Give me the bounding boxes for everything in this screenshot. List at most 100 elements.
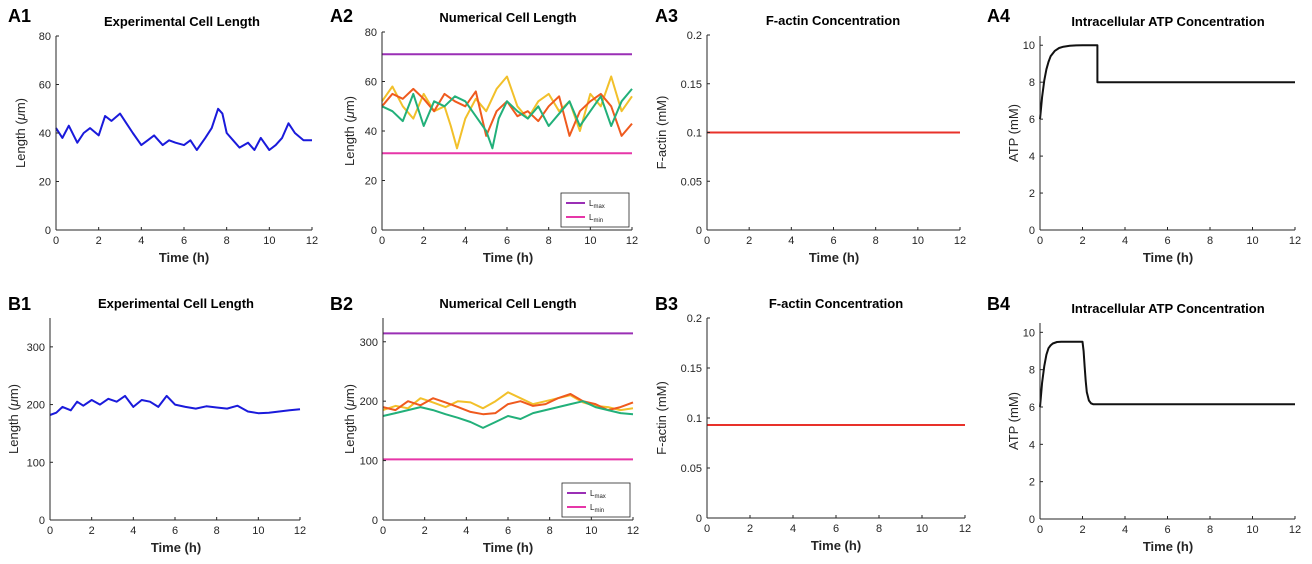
y-tick-label: 0 [696, 513, 702, 525]
series-line-0 [1039, 44, 1295, 120]
x-tick-label: 12 [294, 525, 306, 537]
y-axis-label-text: Length ( [6, 406, 21, 454]
y-tick-label: 0.15 [681, 363, 702, 375]
y-tick-label: 100 [27, 457, 45, 469]
x-axis-label: Time (h) [151, 540, 201, 555]
legend-entry: Lmax [589, 199, 605, 210]
legend-entry-base: L [589, 213, 594, 222]
panel-a1: A1 Experimental Cell Length 0 2 4 6 8 10 12 0 20 40… [8, 6, 318, 265]
y-axis-label-text: Length ( [342, 406, 357, 454]
y-axis-label-unit: m) [342, 384, 357, 399]
x-tick-label: 12 [627, 525, 639, 537]
y-axis-label: F-actin (mM) [654, 381, 669, 455]
series-line-2 [381, 75, 633, 150]
x-tick-label: 6 [830, 235, 836, 247]
series-line-0 [1039, 340, 1295, 408]
y-tick-label: 200 [27, 400, 45, 412]
x-tick-label: 4 [463, 525, 469, 537]
x-axis-label: Time (h) [1143, 250, 1193, 265]
y-tick-label: 0.15 [681, 79, 702, 91]
y-tick-label: 0 [1029, 225, 1035, 237]
chart-title: Experimental Cell Length [98, 296, 254, 311]
x-tick-label: 2 [747, 523, 753, 535]
y-tick-label: 4 [1029, 151, 1035, 163]
series-line-0 [49, 394, 301, 416]
panel-label: B3 [655, 294, 678, 314]
y-axis-label: Length (μm) [13, 98, 28, 168]
x-tick-label: 0 [53, 235, 59, 247]
x-tick-label: 2 [422, 525, 428, 537]
x-tick-label: 2 [421, 235, 427, 247]
legend-entry-sub: min [594, 508, 604, 514]
x-tick-label: 12 [1289, 235, 1301, 247]
x-tick-label: 10 [912, 235, 924, 247]
y-tick-label: 2 [1029, 188, 1035, 200]
y-axis-label-unit: m) [13, 98, 28, 113]
x-tick-label: 4 [788, 235, 794, 247]
x-tick-label: 12 [626, 235, 638, 247]
y-axis-label-text: F-actin (mM) [654, 96, 669, 170]
panel-a3: A3 F-actin Concentration 0 2 4 6 8 10 12 0 0.05 0.1… [654, 6, 966, 265]
y-tick-label: 0.1 [687, 128, 702, 140]
x-tick-label: 0 [47, 525, 53, 537]
legend-entry-base: L [590, 489, 595, 498]
y-axis-label-text: ATP (mM) [1006, 392, 1021, 450]
chart-title: F-actin Concentration [766, 13, 900, 28]
legend-entry-base: L [590, 503, 595, 512]
legend-entry: Lmin [589, 213, 603, 224]
panel-label: A3 [655, 6, 678, 26]
y-tick-label: 0 [39, 515, 45, 527]
y-tick-label: 0 [1029, 514, 1035, 526]
y-tick-label: 4 [1029, 439, 1035, 451]
x-tick-label: 8 [1207, 235, 1213, 247]
x-tick-label: 2 [1079, 235, 1085, 247]
x-tick-label: 0 [1037, 235, 1043, 247]
x-tick-label: 10 [263, 235, 275, 247]
y-tick-label: 300 [360, 337, 378, 349]
y-tick-label: 300 [27, 342, 45, 354]
x-tick-label: 6 [172, 525, 178, 537]
x-tick-label: 10 [584, 235, 596, 247]
x-tick-label: 12 [959, 523, 971, 535]
x-tick-label: 6 [181, 235, 187, 247]
x-tick-label: 2 [89, 525, 95, 537]
y-tick-label: 2 [1029, 477, 1035, 489]
y-axis-label-text: ATP (mM) [1006, 104, 1021, 162]
x-tick-label: 8 [1207, 524, 1213, 536]
y-tick-label: 10 [1023, 327, 1035, 339]
y-tick-label: 80 [365, 27, 377, 39]
series-line-4 [381, 88, 633, 150]
y-axis-label-greek: μ [13, 113, 28, 121]
y-tick-label: 0.05 [681, 176, 702, 188]
x-tick-label: 12 [954, 235, 966, 247]
x-tick-label: 8 [547, 525, 553, 537]
x-tick-label: 4 [1122, 524, 1128, 536]
x-axis-label: Time (h) [811, 538, 861, 553]
y-axis-label: Length (μm) [342, 96, 357, 166]
y-axis-label-text: Length ( [342, 118, 357, 166]
y-tick-label: 0 [372, 515, 378, 527]
y-tick-label: 20 [39, 177, 51, 189]
x-tick-label: 12 [1289, 524, 1301, 536]
series-line-4 [382, 400, 634, 429]
x-tick-label: 6 [833, 523, 839, 535]
chart-title: F-actin Concentration [769, 296, 903, 311]
panel-b1: B1 Experimental Cell Length 0 2 4 6 8 10 12 0 100 2… [6, 294, 306, 555]
x-tick-label: 0 [704, 523, 710, 535]
x-tick-label: 10 [1246, 524, 1258, 536]
y-tick-label: 100 [360, 456, 378, 468]
x-tick-label: 0 [1037, 524, 1043, 536]
x-axis-label: Time (h) [809, 250, 859, 265]
y-tick-label: 40 [365, 126, 377, 138]
y-tick-label: 0 [371, 225, 377, 237]
y-axis-label-unit: m) [6, 384, 21, 399]
x-tick-label: 0 [379, 235, 385, 247]
x-tick-label: 10 [585, 525, 597, 537]
x-tick-label: 8 [546, 235, 552, 247]
series-line-3 [382, 393, 634, 416]
y-tick-label: 0.2 [687, 313, 702, 325]
x-axis-label: Time (h) [159, 250, 209, 265]
legend: Lmax Lmin [560, 192, 630, 228]
y-axis-label: Length (μm) [6, 384, 21, 454]
